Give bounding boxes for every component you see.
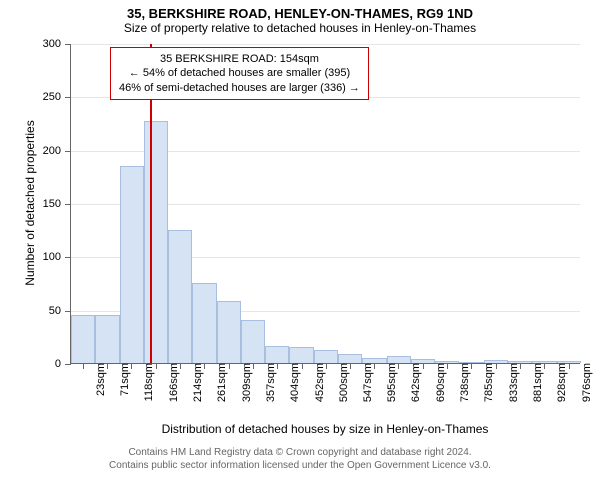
footer-line-2: Contains public sector information licen… [0,459,600,472]
x-tick-label: 881sqm [524,363,544,402]
histogram-bar [314,350,338,363]
x-tick-label: 690sqm [427,363,447,402]
x-tick-label: 547sqm [354,363,374,402]
x-tick-label: 833sqm [500,363,520,402]
x-tick [569,363,570,369]
histogram-bar [217,301,241,363]
x-tick-label: 71sqm [111,363,131,396]
histogram-bar [265,346,289,363]
x-tick [83,363,84,369]
histogram-bar [71,315,95,363]
y-tick-label: 200 [43,145,71,157]
x-tick-label: 738sqm [451,363,471,402]
histogram-bar [120,166,144,363]
y-tick-label: 100 [43,251,71,263]
x-tick-label: 642sqm [402,363,422,402]
x-tick [253,363,254,369]
histogram-bar [144,121,168,363]
x-tick-label: 785sqm [475,363,495,402]
x-tick [326,363,327,369]
x-tick-label: 118sqm [135,363,155,401]
histogram-bar [192,283,216,363]
x-tick [520,363,521,369]
chart-footer: Contains HM Land Registry data © Crown c… [0,446,600,472]
y-tick-label: 0 [55,358,71,370]
x-tick [180,363,181,369]
x-tick-label: 500sqm [330,363,350,402]
x-tick-label: 976sqm [573,363,593,402]
x-tick [496,363,497,369]
y-tick-label: 250 [43,91,71,103]
x-tick-label: 404sqm [281,363,301,402]
x-tick [447,363,448,369]
x-tick [131,363,132,369]
x-tick-label: 309sqm [233,363,253,402]
x-tick [302,363,303,369]
x-tick [471,363,472,369]
y-tick-label: 150 [43,198,71,210]
x-tick [374,363,375,369]
x-tick [423,363,424,369]
annotation-line-2: ← 54% of detached houses are smaller (39… [119,66,360,80]
x-tick [107,363,108,369]
annotation-line-3: 46% of semi-detached houses are larger (… [119,81,360,95]
chart-title: 35, BERKSHIRE ROAD, HENLEY-ON-THAMES, RG… [0,0,600,21]
y-tick-label: 50 [49,305,71,317]
chart-subtitle: Size of property relative to detached ho… [0,21,600,35]
histogram-bar [338,354,362,363]
annotation-box: 35 BERKSHIRE ROAD: 154sqm ← 54% of detac… [110,47,369,100]
x-tick-label: 214sqm [184,363,204,402]
footer-line-1: Contains HM Land Registry data © Crown c… [0,446,600,459]
x-tick [204,363,205,369]
x-tick [398,363,399,369]
x-tick [277,363,278,369]
grid-line [71,44,580,45]
histogram-bar [289,347,313,363]
histogram-bar [95,315,119,363]
x-axis-label: Distribution of detached houses by size … [70,422,580,436]
x-tick-label: 261sqm [208,363,228,402]
x-tick-label: 928sqm [548,363,568,402]
histogram-bar [241,320,265,363]
x-tick-label: 166sqm [160,363,180,402]
x-tick-label: 23sqm [87,363,107,396]
histogram-bar [168,230,192,363]
x-tick [544,363,545,369]
x-tick [229,363,230,369]
x-tick-label: 595sqm [378,363,398,402]
y-axis-label: Number of detached properties [23,43,37,363]
x-tick-label: 357sqm [257,363,277,402]
annotation-line-1: 35 BERKSHIRE ROAD: 154sqm [119,52,360,66]
y-tick-label: 300 [43,38,71,50]
x-tick-label: 452sqm [306,363,326,402]
histogram-bar [387,356,411,363]
x-tick [350,363,351,369]
x-tick [156,363,157,369]
